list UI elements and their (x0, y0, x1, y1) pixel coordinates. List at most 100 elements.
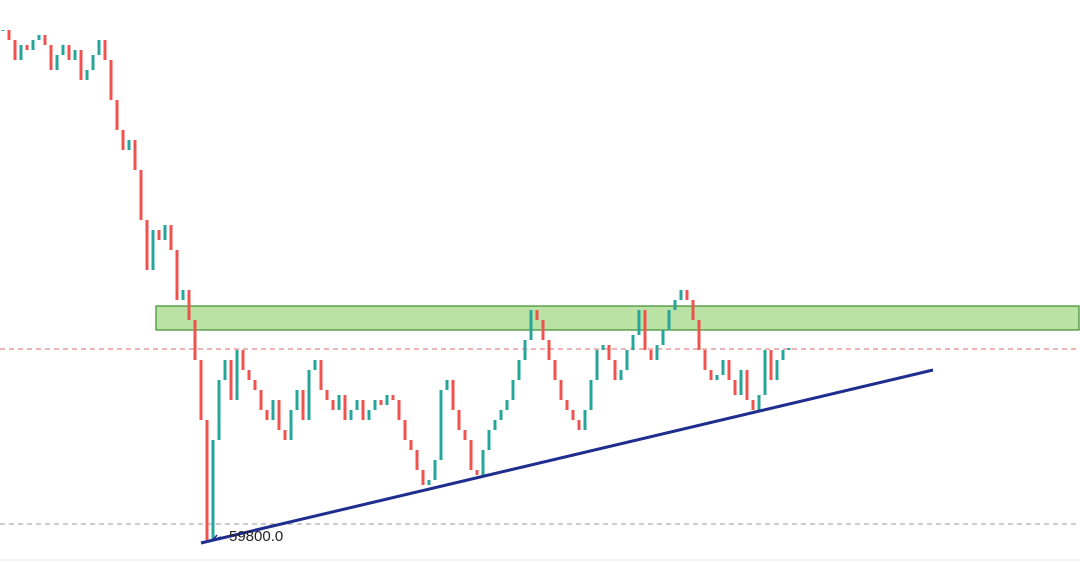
candle (499, 410, 503, 420)
candle (55, 55, 59, 70)
candle (511, 380, 515, 400)
candle (547, 340, 551, 360)
candle (655, 345, 659, 360)
candle (31, 40, 35, 50)
candle (559, 380, 563, 400)
candle (265, 410, 269, 420)
candle (505, 400, 509, 410)
candle (541, 320, 545, 340)
candle (43, 35, 47, 45)
candle (1, 30, 5, 31)
candle (325, 390, 329, 400)
candle (529, 310, 533, 340)
candle (463, 430, 467, 440)
candle (739, 370, 743, 395)
candle (295, 390, 299, 410)
candle (361, 400, 365, 420)
candle (151, 230, 155, 270)
candle (25, 45, 29, 50)
candle (775, 360, 779, 380)
candle (301, 390, 305, 420)
candle (223, 360, 227, 380)
candle (259, 390, 263, 410)
resistance-zone (155, 305, 1080, 331)
candle (745, 370, 749, 400)
candle (73, 50, 77, 60)
candle (451, 380, 455, 410)
candle (721, 360, 725, 375)
candle (457, 410, 461, 430)
candle (577, 420, 581, 430)
candle (343, 395, 347, 420)
candle (277, 400, 281, 430)
candle (709, 370, 713, 380)
candle (19, 45, 23, 60)
candle (391, 395, 395, 400)
candle (733, 380, 737, 395)
candle (235, 350, 239, 400)
candle (313, 360, 317, 370)
candle (289, 410, 293, 440)
candle (439, 390, 443, 460)
candle (535, 310, 539, 320)
candle (37, 35, 41, 40)
candle (637, 310, 641, 335)
candle (757, 395, 761, 410)
candle (187, 290, 191, 320)
candle (229, 360, 233, 400)
candle (661, 330, 665, 345)
candle (667, 310, 671, 330)
candle (331, 400, 335, 410)
candle (697, 320, 701, 350)
candle (583, 410, 587, 430)
candle (589, 380, 593, 410)
candle (169, 225, 173, 250)
candle (91, 55, 95, 70)
candle (571, 410, 575, 420)
candle (49, 45, 53, 70)
candle (211, 440, 215, 540)
candle (241, 350, 245, 370)
candle (691, 300, 695, 320)
candle (373, 400, 377, 410)
candle (355, 400, 359, 410)
candle (175, 250, 179, 300)
candle (727, 360, 731, 380)
candle (61, 45, 65, 55)
candle (163, 225, 167, 240)
candle (613, 360, 617, 380)
candle (79, 50, 83, 80)
candle (475, 470, 479, 475)
candle (403, 420, 407, 440)
candle (685, 290, 689, 300)
candle (145, 220, 149, 270)
candle (349, 410, 353, 420)
candle (13, 40, 17, 60)
candle (97, 40, 101, 55)
candle (631, 335, 635, 350)
candle (121, 130, 125, 150)
annotation-arrow (212, 534, 222, 541)
candle (217, 380, 221, 440)
candle (253, 380, 257, 390)
candle (415, 450, 419, 470)
candle (133, 140, 137, 170)
candle (595, 350, 599, 380)
candle (409, 440, 413, 450)
candle (199, 360, 203, 420)
candle (307, 370, 311, 420)
candle (493, 420, 497, 430)
candle (601, 345, 605, 350)
candle (619, 370, 623, 380)
candle (763, 350, 767, 395)
candle (271, 400, 275, 420)
candle (553, 360, 557, 380)
candle (337, 395, 341, 410)
candle (139, 170, 143, 220)
candle (319, 360, 323, 390)
candle (181, 290, 185, 300)
candle (205, 420, 209, 540)
candle (157, 230, 161, 240)
candle (643, 310, 647, 350)
